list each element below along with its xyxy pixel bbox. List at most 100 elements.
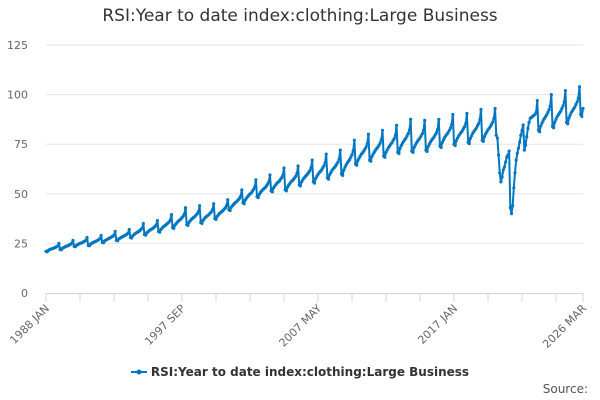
data-point	[294, 174, 298, 178]
data-point	[155, 218, 159, 223]
data-point	[112, 233, 116, 237]
y-axis: 0 25 50 75 100 125	[7, 39, 28, 300]
x-tick-label: 2007 MAY	[276, 302, 324, 350]
data-point	[98, 237, 102, 241]
data-point	[266, 182, 270, 186]
data-point	[474, 126, 478, 130]
y-tick-label: 100	[7, 89, 28, 102]
data-point	[282, 166, 286, 170]
data-point	[240, 188, 244, 192]
data-point	[477, 121, 481, 126]
data-point	[426, 144, 430, 148]
data-point	[464, 121, 468, 125]
data-point	[295, 171, 299, 176]
data-point	[498, 171, 502, 175]
data-point	[284, 189, 288, 193]
x-tick-label: 1988 JAN	[7, 302, 52, 347]
data-point	[270, 190, 274, 194]
data-point	[168, 218, 172, 222]
data-point	[462, 125, 467, 129]
data-point	[369, 159, 373, 163]
data-point	[409, 117, 413, 121]
data-point	[493, 106, 497, 111]
data-point	[308, 169, 312, 173]
data-point	[197, 204, 202, 208]
data-point	[182, 212, 186, 216]
data-point	[519, 133, 523, 137]
data-point	[296, 164, 300, 168]
data-point	[251, 188, 256, 192]
data-point	[379, 138, 383, 142]
data-point	[169, 213, 174, 217]
data-point	[412, 145, 416, 149]
data-point	[539, 124, 543, 128]
data-point	[200, 221, 204, 225]
data-point	[546, 110, 550, 115]
data-point	[312, 181, 317, 185]
data-point	[281, 173, 285, 177]
data-point	[527, 120, 531, 124]
data-point	[580, 114, 584, 119]
data-point	[421, 128, 426, 132]
y-tick-label: 50	[14, 188, 28, 201]
data-point	[481, 139, 485, 144]
data-point	[513, 171, 517, 175]
x-tick-label: 2026 MAR	[540, 302, 589, 351]
data-point	[196, 210, 201, 214]
legend[interactable]: RSI:Year to date index:clothing:Large Bu…	[0, 365, 600, 379]
data-point	[465, 111, 469, 116]
data-point	[467, 142, 471, 146]
data-point	[496, 153, 501, 157]
data-point	[352, 138, 356, 142]
data-point	[370, 154, 374, 159]
data-point	[516, 146, 521, 150]
data-point	[420, 132, 424, 136]
data-point	[534, 110, 538, 115]
data-point	[559, 109, 563, 113]
data-point	[280, 176, 284, 180]
data-point	[309, 166, 313, 170]
data-point	[439, 145, 443, 149]
data-point	[99, 233, 103, 238]
data-point	[126, 231, 130, 235]
data-point	[494, 133, 498, 137]
x-tick-label: 1997 SEP	[142, 302, 188, 348]
data-point	[575, 100, 579, 104]
data-point	[365, 142, 369, 146]
data-point	[491, 120, 495, 124]
data-point	[323, 161, 327, 165]
data-point	[547, 108, 551, 112]
data-point	[210, 208, 215, 212]
data-point	[492, 117, 496, 121]
data-point	[338, 148, 342, 152]
data-point	[509, 212, 514, 216]
data-point	[525, 135, 529, 139]
data-point	[499, 180, 503, 184]
data-point	[322, 164, 326, 168]
data-point	[552, 126, 556, 130]
data-point	[437, 117, 441, 121]
gridlines	[46, 44, 583, 244]
data-point	[508, 206, 512, 210]
data-point	[574, 102, 578, 107]
x-axis: 1988 JAN 1997 SEP 2007 MAY 2017 JAN 2026 MAR	[7, 293, 589, 351]
x-tick-label: 2017 JAN	[415, 302, 460, 347]
data-point	[57, 241, 61, 245]
data-point	[407, 128, 412, 132]
data-point	[397, 151, 401, 156]
data-point	[398, 146, 402, 150]
data-point	[183, 206, 188, 210]
data-point	[518, 140, 522, 144]
data-point	[298, 184, 303, 188]
data-point	[562, 100, 566, 104]
data-point	[268, 173, 272, 177]
data-point	[172, 226, 176, 230]
data-point	[566, 122, 570, 126]
data-point	[576, 96, 580, 100]
data-point	[267, 180, 271, 184]
data-point	[355, 163, 359, 167]
data-point	[394, 123, 399, 127]
data-point	[554, 117, 558, 121]
data-point	[535, 98, 539, 103]
